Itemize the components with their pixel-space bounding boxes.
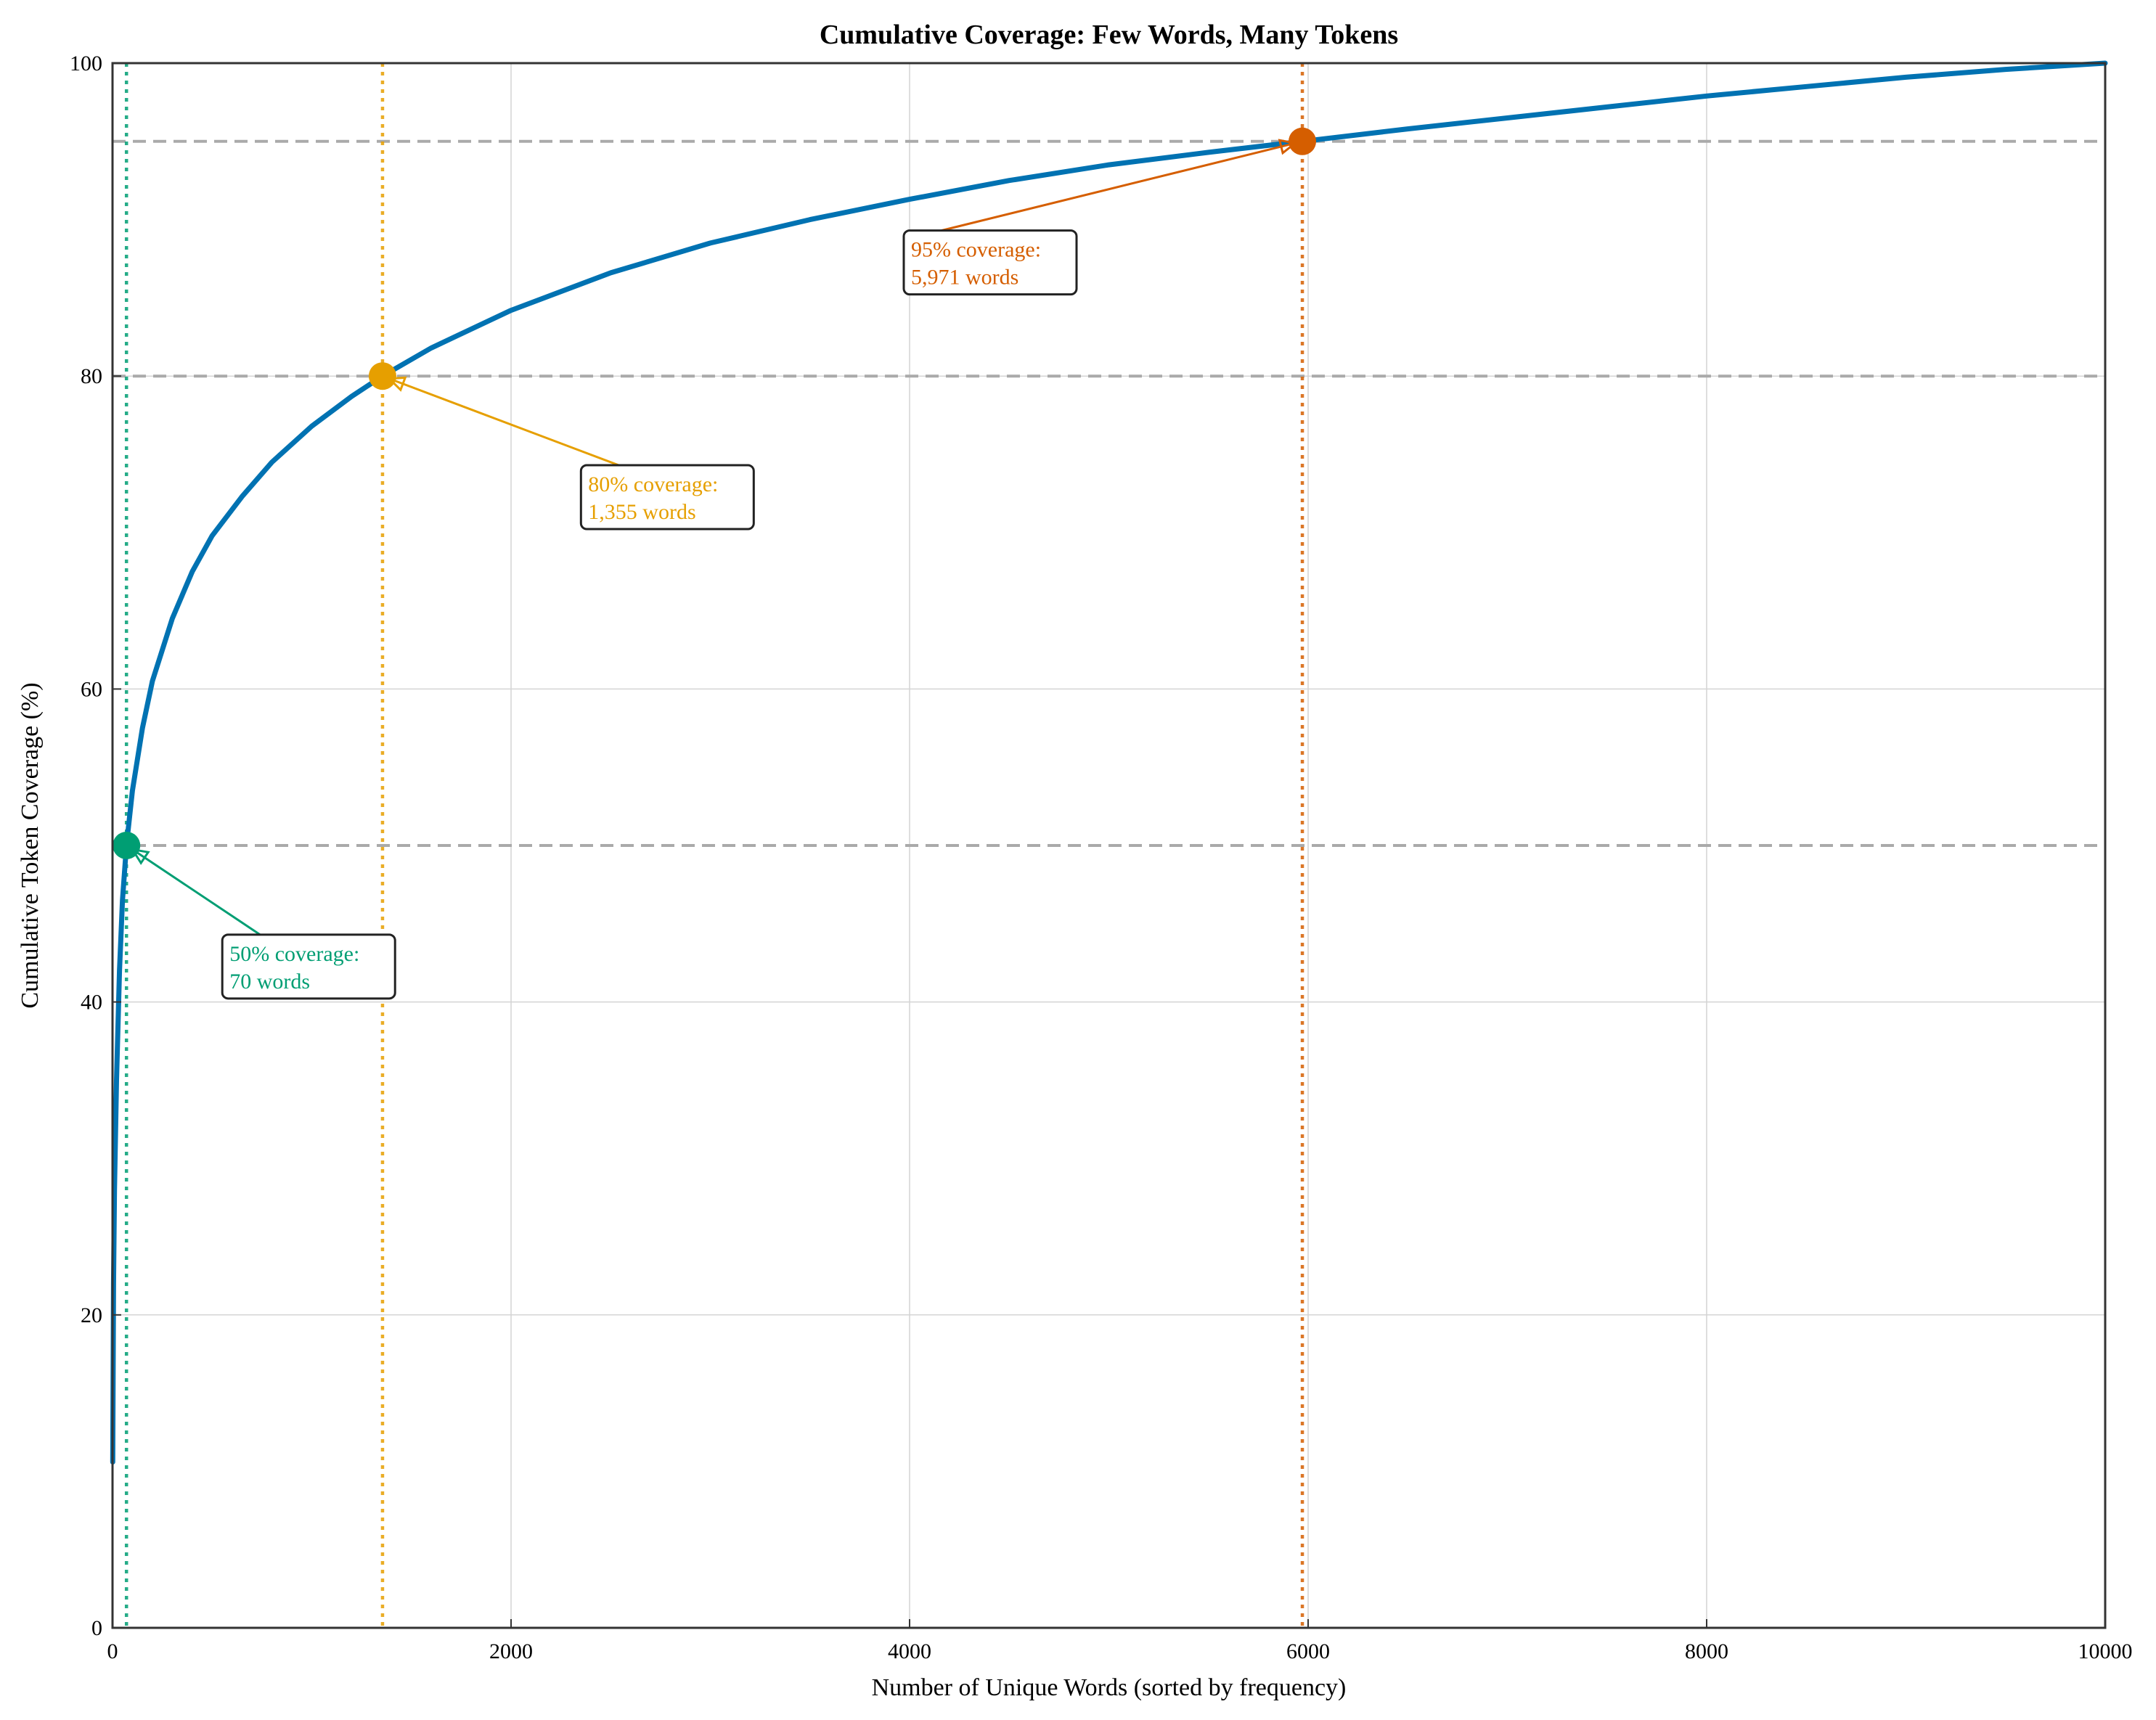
coverage-line [110, 60, 2108, 1465]
annotation-box [902, 229, 1078, 296]
annotation-arrow [941, 142, 1296, 232]
annotation-label: 70 words [229, 970, 310, 994]
y-tick-label: 0 [91, 1616, 102, 1640]
annotation-label: 80% coverage: [588, 472, 718, 496]
y-axis-label: Cumulative Token Coverage (%) [17, 682, 44, 1008]
annotations: 50% coverage: 70 words 80% coverage: 1,355 … [130, 139, 1298, 1000]
threshold-marker [1289, 127, 1317, 155]
y-tick-label: 40 [81, 991, 102, 1015]
annotation-label: 5,971 words [911, 266, 1018, 290]
annotation-arrowhead [386, 376, 407, 392]
x-axis-label: Number of Unique Words (sorted by freque… [872, 1674, 1347, 1701]
x-tick-label: 8000 [1685, 1639, 1728, 1663]
series-layer [110, 60, 2108, 1465]
y-tick-label: 100 [70, 52, 102, 75]
annotation-arrow [388, 377, 619, 467]
annotation-label: 50% coverage: [229, 942, 359, 966]
y-tick-label: 20 [81, 1303, 102, 1327]
annotation-arrow [131, 848, 261, 936]
axis-ticks: 0 2000 4000 6000 8000 10000 0 20 40 60 80 100 [70, 52, 2133, 1663]
x-tick-label: 2000 [489, 1639, 533, 1663]
x-tick-label: 6000 [1286, 1639, 1330, 1663]
annotation-label: 1,355 words [588, 500, 695, 524]
plot-frame [111, 62, 2107, 1629]
annotation-arrowhead [130, 848, 150, 865]
annotation-label: 95% coverage: [911, 238, 1041, 262]
annotation-box [221, 933, 396, 1000]
x-tick-label: 0 [107, 1639, 118, 1663]
threshold-hlines [113, 139, 2105, 847]
annotation-box [579, 464, 755, 531]
x-tick-label: 4000 [888, 1639, 931, 1663]
y-tick-label: 80 [81, 364, 102, 388]
y-tick-label: 60 [81, 677, 102, 701]
chart-title: Cumulative Coverage: Few Words, Many Tok… [820, 20, 1398, 50]
x-tick-label: 10000 [2078, 1639, 2133, 1663]
threshold-marker [368, 362, 396, 390]
annotation-arrowhead [1278, 139, 1298, 155]
